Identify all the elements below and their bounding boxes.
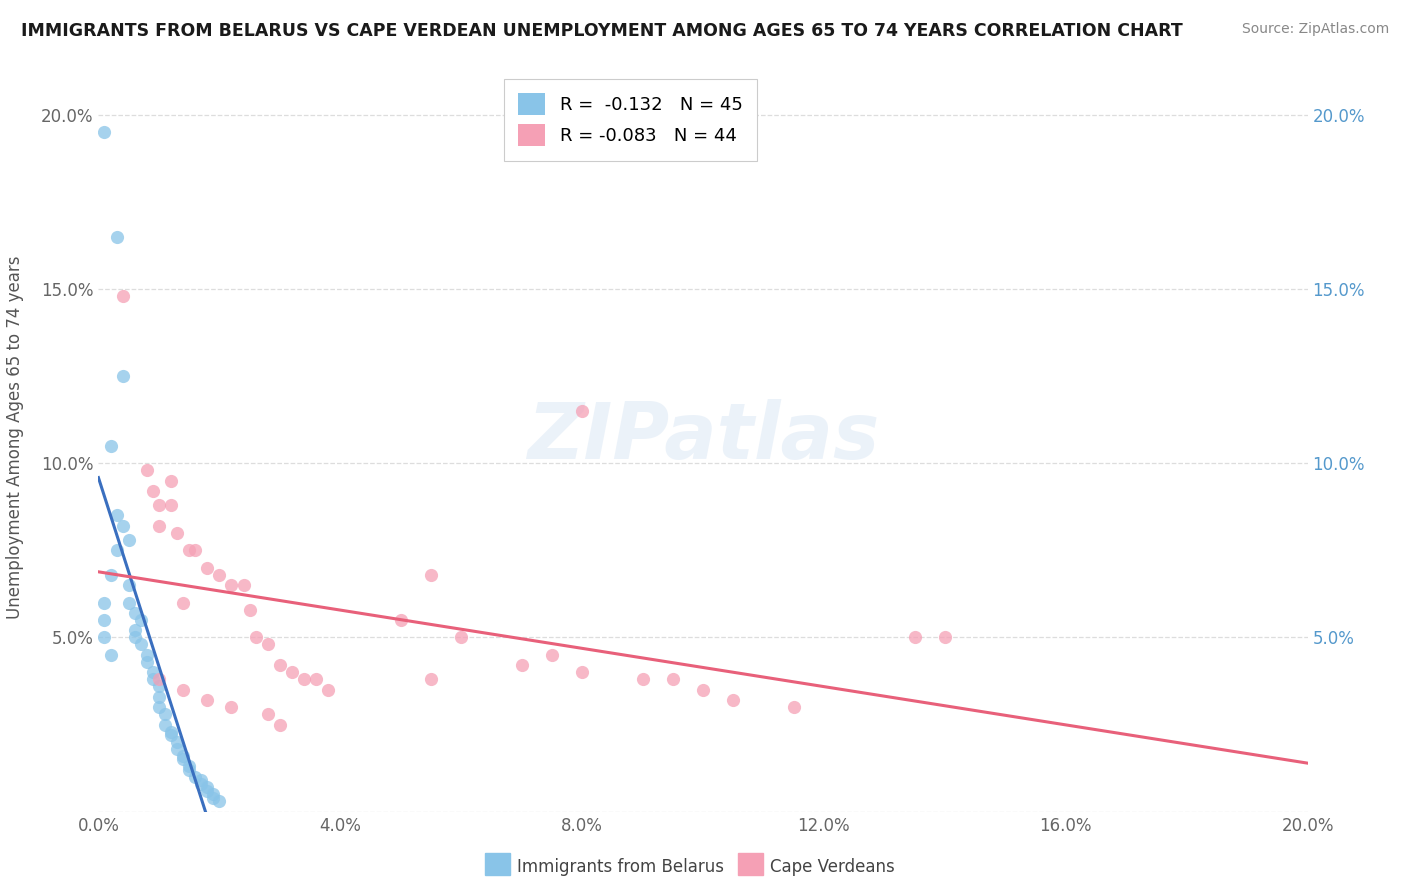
Point	[135, 648, 157, 662]
Point	[256, 637, 278, 651]
Point	[153, 707, 176, 722]
Y-axis label: Unemployment Among Ages 65 to 74 years: Unemployment Among Ages 65 to 74 years	[7, 255, 24, 619]
Point	[179, 763, 201, 777]
Text: ZIPatlas: ZIPatlas	[527, 399, 879, 475]
Point	[934, 631, 956, 645]
Point	[190, 777, 212, 791]
Point	[166, 742, 188, 756]
Point	[148, 498, 170, 512]
Point	[135, 655, 157, 669]
Point	[160, 728, 183, 742]
Point	[221, 700, 243, 714]
Point	[160, 498, 183, 512]
Point	[305, 673, 328, 687]
Point	[179, 759, 201, 773]
Point	[135, 463, 157, 477]
Point	[450, 631, 472, 645]
Point	[783, 700, 806, 714]
Point	[160, 724, 183, 739]
Point	[111, 369, 134, 384]
Point	[184, 543, 207, 558]
Text: IMMIGRANTS FROM BELARUS VS CAPE VERDEAN UNEMPLOYMENT AMONG AGES 65 TO 74 YEARS C: IMMIGRANTS FROM BELARUS VS CAPE VERDEAN …	[21, 22, 1182, 40]
Point	[420, 567, 443, 582]
Point	[166, 525, 188, 540]
Point	[631, 673, 654, 687]
Point	[100, 648, 122, 662]
Point	[124, 631, 146, 645]
Point	[129, 613, 152, 627]
Point	[316, 682, 339, 697]
Point	[148, 673, 170, 687]
Bar	[485, 853, 510, 875]
Point	[195, 693, 218, 707]
Point	[190, 773, 212, 788]
Point	[692, 682, 714, 697]
Point	[269, 717, 291, 731]
Point	[129, 637, 152, 651]
Point	[105, 543, 128, 558]
Point	[195, 561, 218, 575]
Point	[100, 439, 122, 453]
Point	[202, 787, 225, 801]
Point	[148, 690, 170, 704]
Point	[245, 631, 267, 645]
Point	[118, 533, 141, 547]
Point	[148, 679, 170, 693]
Point	[124, 606, 146, 620]
Point	[118, 578, 141, 592]
Point	[153, 717, 176, 731]
Point	[723, 693, 745, 707]
Point	[124, 624, 146, 638]
Point	[904, 631, 927, 645]
Point	[571, 665, 593, 680]
Point	[172, 752, 194, 766]
Text: Immigrants from Belarus: Immigrants from Belarus	[517, 858, 724, 876]
Point	[420, 673, 443, 687]
Point	[292, 673, 315, 687]
Point	[179, 543, 201, 558]
Point	[111, 519, 134, 533]
Point	[111, 289, 134, 303]
Point	[195, 784, 218, 798]
Point	[510, 658, 533, 673]
Point	[540, 648, 562, 662]
Point	[148, 519, 170, 533]
Point	[208, 567, 231, 582]
Point	[142, 484, 165, 499]
Point	[160, 474, 183, 488]
Point	[105, 229, 128, 244]
Point	[202, 790, 225, 805]
Point	[93, 631, 115, 645]
Point	[142, 673, 165, 687]
Point	[389, 613, 412, 627]
Point	[172, 596, 194, 610]
Point	[661, 673, 683, 687]
Point	[221, 578, 243, 592]
Point	[195, 780, 218, 795]
Point	[172, 682, 194, 697]
Point	[208, 794, 231, 808]
Bar	[738, 853, 763, 875]
Point	[571, 404, 593, 418]
Point	[166, 735, 188, 749]
Point	[100, 567, 122, 582]
Point	[269, 658, 291, 673]
Point	[184, 770, 207, 784]
Point	[93, 596, 115, 610]
Text: Cape Verdeans: Cape Verdeans	[770, 858, 896, 876]
Point	[118, 596, 141, 610]
Point	[239, 602, 262, 616]
Point	[93, 125, 115, 139]
Point	[232, 578, 254, 592]
Point	[148, 700, 170, 714]
Text: Source: ZipAtlas.com: Source: ZipAtlas.com	[1241, 22, 1389, 37]
Point	[142, 665, 165, 680]
Legend: R =  -0.132   N = 45, R = -0.083   N = 44: R = -0.132 N = 45, R = -0.083 N = 44	[503, 79, 756, 161]
Point	[172, 748, 194, 763]
Point	[256, 707, 278, 722]
Point	[93, 613, 115, 627]
Point	[281, 665, 304, 680]
Point	[105, 508, 128, 523]
